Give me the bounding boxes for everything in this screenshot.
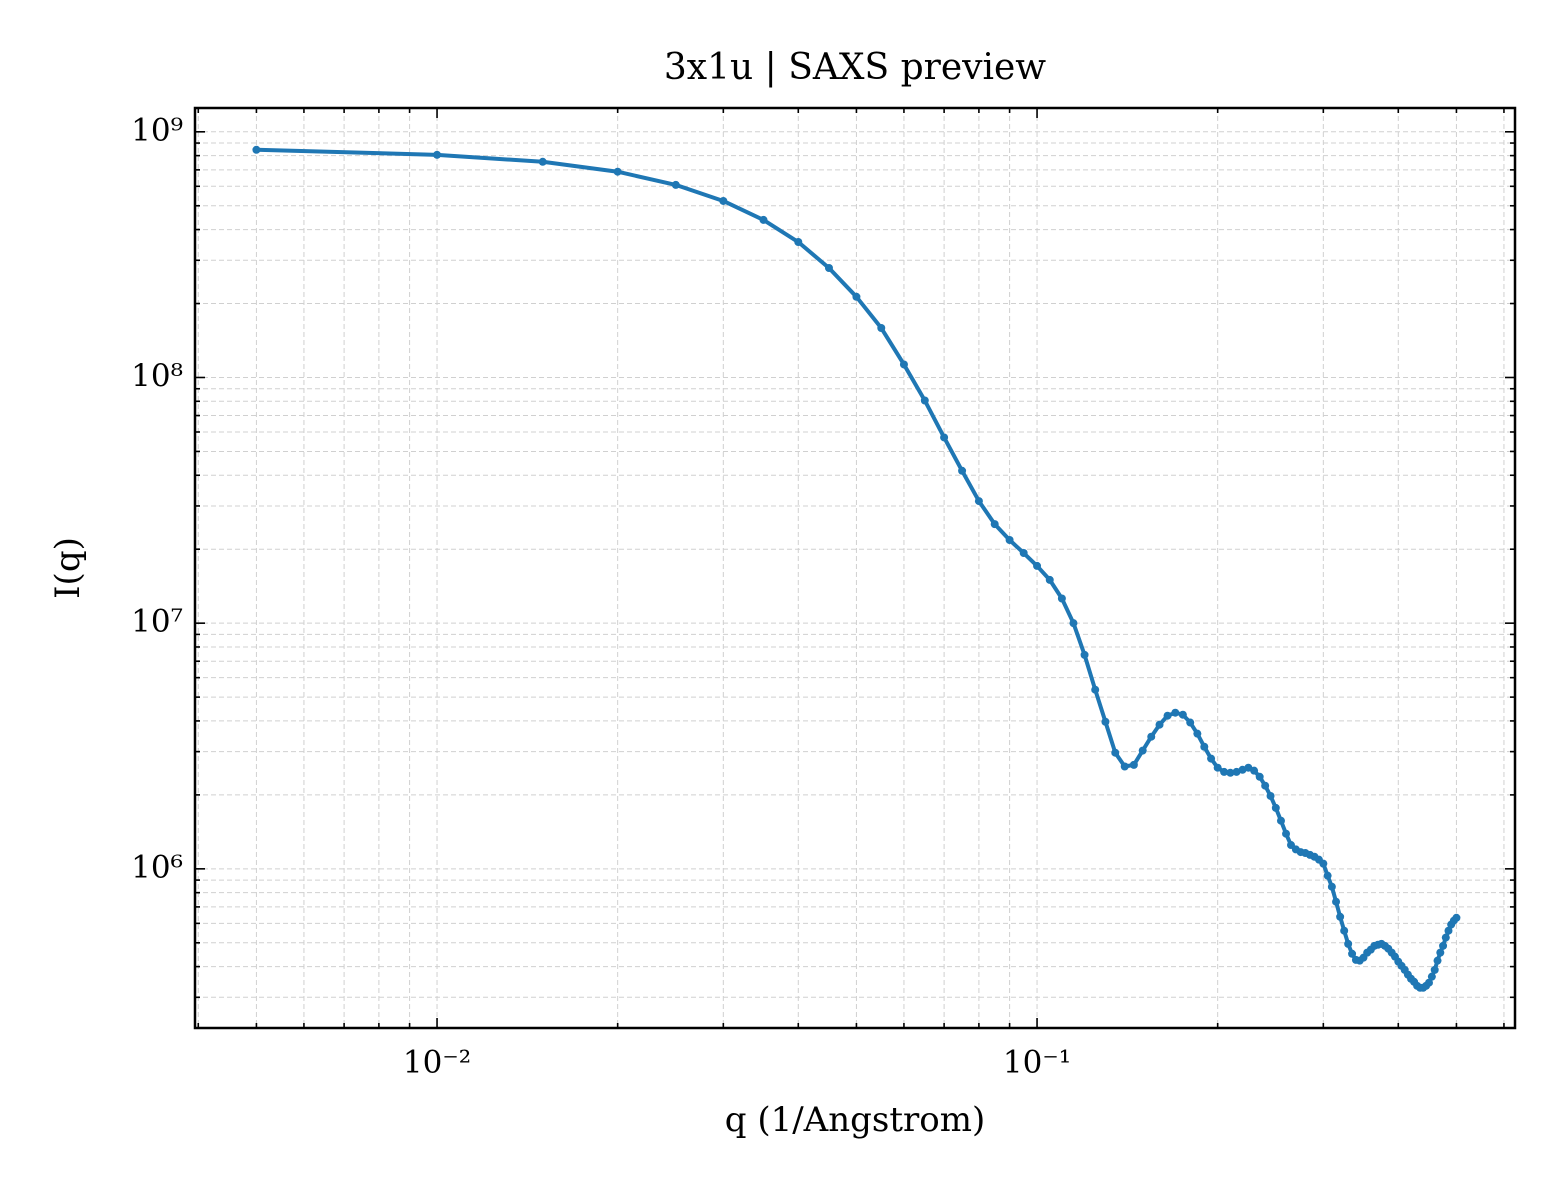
- data-point: [1255, 772, 1264, 781]
- plot-data: [252, 145, 1461, 992]
- data-point: [958, 466, 967, 475]
- data-point: [1147, 732, 1156, 741]
- x-tick-label: 10⁻²: [403, 1045, 471, 1081]
- data-point: [613, 167, 622, 176]
- data-point: [1080, 650, 1089, 659]
- data-point: [1207, 754, 1216, 763]
- data-point: [252, 145, 261, 154]
- data-point: [990, 520, 999, 529]
- data-point: [852, 292, 861, 301]
- data-point: [1327, 882, 1336, 891]
- data-point: [1057, 594, 1066, 603]
- data-point: [1178, 710, 1187, 719]
- x-tick-label: 10⁻¹: [1003, 1045, 1071, 1081]
- data-point: [1452, 913, 1461, 922]
- data-point: [1439, 941, 1448, 950]
- data-point: [1319, 859, 1328, 868]
- data-point: [1282, 829, 1291, 838]
- data-point: [1111, 748, 1120, 757]
- data-point: [1129, 760, 1138, 769]
- data-point: [1340, 926, 1349, 935]
- data-point: [1266, 791, 1275, 800]
- data-point: [1271, 803, 1280, 812]
- data-point: [759, 215, 768, 224]
- x-axis-label: q (1/Angstrom): [725, 1100, 985, 1140]
- data-point: [1348, 949, 1357, 958]
- data-point: [1430, 965, 1439, 974]
- data-point: [794, 238, 803, 247]
- data-point: [1069, 619, 1078, 628]
- data-point: [1226, 768, 1235, 777]
- data-point: [920, 396, 929, 405]
- data-point: [1261, 781, 1270, 790]
- data-point: [824, 264, 833, 273]
- data-point: [1276, 816, 1285, 825]
- data-point: [1336, 912, 1345, 921]
- data-point: [1186, 718, 1195, 727]
- plot-frame: [193, 106, 1517, 1030]
- data-point: [1033, 561, 1042, 570]
- ticks: 10⁻² 10⁻¹ 10⁶ 10⁷ 10⁸ 10⁹: [131, 108, 1515, 1081]
- data-point: [1120, 762, 1129, 771]
- data-point: [719, 196, 728, 205]
- data-point: [1193, 729, 1202, 738]
- y-tick-label: 10⁸: [131, 358, 183, 394]
- data-point: [433, 150, 442, 159]
- data-point: [1441, 933, 1450, 942]
- data-point: [1171, 708, 1180, 717]
- y-tick-label: 10⁶: [131, 849, 183, 885]
- y-tick-label: 10⁷: [131, 604, 183, 640]
- chart-title: 3x1u | SAXS preview: [664, 47, 1046, 88]
- data-point: [1424, 978, 1433, 987]
- data-point: [1019, 549, 1028, 558]
- data-point: [1444, 926, 1453, 935]
- data-point: [1138, 746, 1147, 755]
- y-axis-label: I(q): [48, 537, 88, 599]
- data-point: [1155, 720, 1164, 729]
- data-point: [1200, 742, 1209, 751]
- data-point: [1344, 939, 1353, 948]
- data-point: [1101, 717, 1110, 726]
- data-point: [1163, 711, 1172, 720]
- data-point: [1250, 766, 1259, 775]
- data-point: [940, 433, 949, 442]
- data-point: [1436, 948, 1445, 957]
- data-point: [1005, 536, 1014, 545]
- grid: [195, 108, 1515, 1028]
- data-point: [1427, 972, 1436, 981]
- data-point: [1220, 767, 1229, 776]
- data-point: [877, 324, 886, 333]
- data-point: [1433, 956, 1442, 965]
- data-point: [1323, 871, 1332, 880]
- data-point: [538, 157, 547, 166]
- data-point: [1045, 575, 1054, 584]
- data-point: [671, 180, 680, 189]
- data-point: [1332, 897, 1341, 906]
- data-point: [974, 497, 983, 506]
- data-point: [899, 360, 908, 369]
- y-tick-label: 10⁹: [131, 112, 183, 148]
- data-point: [1213, 763, 1222, 772]
- data-point: [1091, 685, 1100, 694]
